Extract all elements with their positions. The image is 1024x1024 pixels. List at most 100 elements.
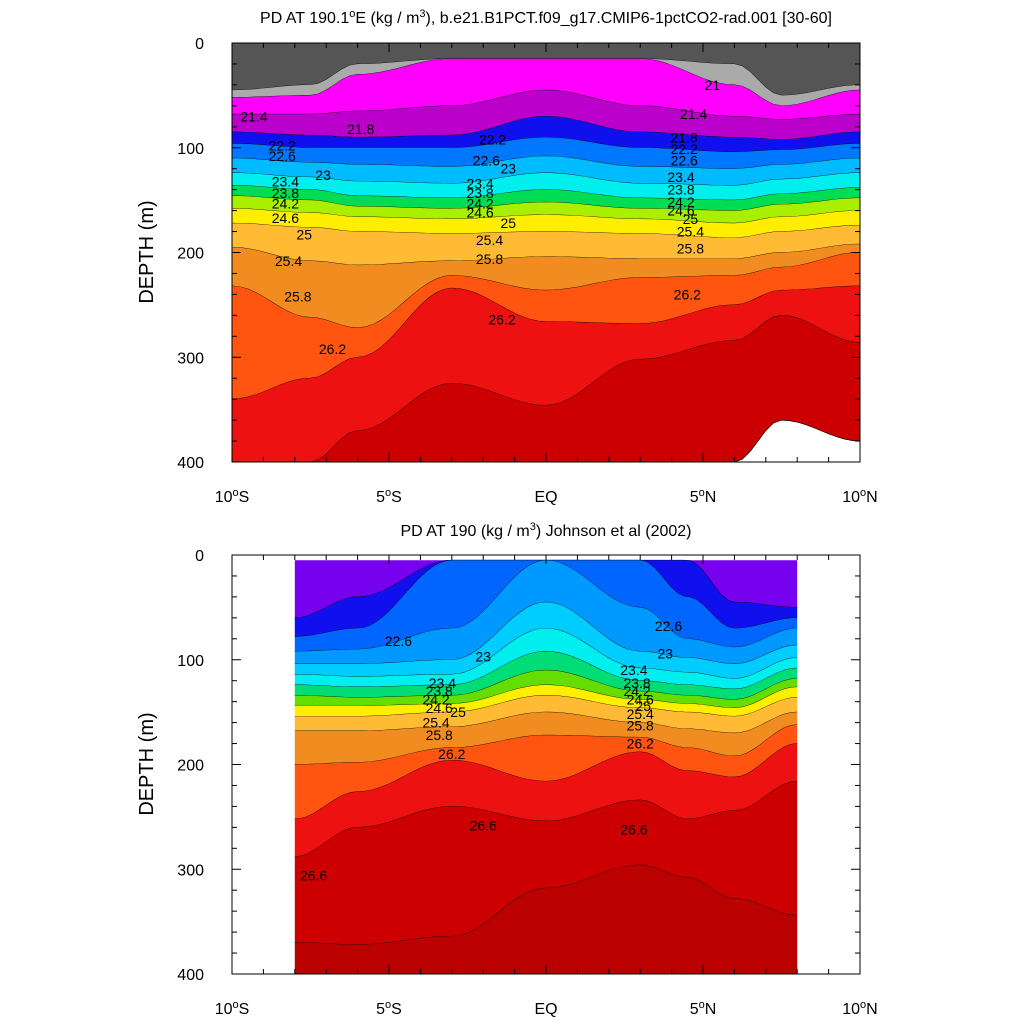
contour-label: 24.2 (667, 194, 694, 210)
contour-band-22.2 (232, 90, 860, 140)
contour-band-27 (294, 781, 798, 945)
contour-band-23.4 (232, 156, 860, 186)
contour-band-25 (294, 684, 798, 717)
contour-band-24.2 (294, 651, 798, 700)
y-tick-label: 0 (195, 548, 204, 565)
y-tick-label: 100 (177, 653, 204, 670)
panel-top: PD AT 190.1oE (kg / m3), b.e21.B1PCT.f09… (136, 8, 878, 506)
contour-label: 25.4 (677, 224, 704, 240)
y-axis-label: DEPTH (m) (136, 712, 158, 815)
y-tick-label: 300 (177, 862, 204, 879)
contour-label: 25.4 (422, 715, 449, 731)
contour-label: 21.4 (680, 106, 707, 122)
contour-label: 22.6 (671, 152, 698, 168)
contour-label: 25.8 (476, 251, 503, 267)
contour-label: 26.2 (627, 736, 654, 752)
y-tick-label: 0 (195, 36, 204, 53)
contour-band-22.6 (294, 560, 798, 652)
x-tick-label: 10oN (842, 487, 877, 506)
contour-label: 24.6 (466, 205, 493, 221)
contour-label: 23.8 (272, 185, 299, 201)
contour-label: 25 (683, 211, 699, 227)
contour-label: 26.2 (674, 286, 701, 302)
contour-band-21.8 (232, 58, 860, 120)
contour-label: 22.6 (269, 148, 296, 164)
x-tick-label: EQ (534, 489, 557, 506)
x-tick-label: 5oN (690, 487, 717, 506)
contour-band-25 (232, 208, 860, 238)
contour-label: 26.6 (470, 817, 497, 833)
contour-band-25.8 (232, 244, 860, 328)
contour-label: 25.8 (627, 718, 654, 734)
x-tick-label: 5oS (376, 487, 402, 506)
contour-label: 22.6 (655, 618, 682, 634)
contour-label: 24.2 (422, 692, 449, 708)
contour-band-27.4 (294, 865, 798, 974)
contour-band-22.6 (232, 116, 860, 152)
contour-labels: 22.622.623 2323.423.423.823.824.224.224.6… (300, 618, 682, 883)
contour-band-24.2 (232, 185, 860, 211)
contour-label: 22.2 (269, 138, 296, 154)
contour-label: 24.6 (667, 203, 694, 219)
contour-label: 23.4 (429, 675, 456, 691)
contour-label: 25 (501, 215, 517, 231)
x-tick-label: 10oS (215, 487, 250, 506)
contour-band-24.6 (232, 195, 860, 224)
contour-label: 24.2 (272, 195, 299, 211)
contour-band-23.4 (294, 602, 798, 679)
x-tick-label: 10oN (842, 999, 877, 1018)
contour-band-23.8 (294, 628, 798, 690)
contour-label: 26.2 (319, 341, 346, 357)
contour-label: 22.6 (473, 152, 500, 168)
contour-label: 21.8 (671, 129, 698, 145)
contour-label: 23 (475, 649, 491, 665)
contour-band-25.4 (232, 223, 860, 266)
chart-title: PD AT 190.1oE (kg / m3), b.e21.B1PCT.f09… (260, 8, 832, 27)
contour-label: 24.6 (426, 700, 453, 716)
contour-label: 25.8 (284, 289, 311, 305)
contour-label: 23 (658, 646, 674, 662)
contour-band-26.2 (232, 252, 860, 400)
y-axis-label: DEPTH (m) (136, 200, 158, 303)
contour-band-25.4 (294, 695, 798, 734)
contour-label: 23.4 (620, 662, 647, 678)
contour-label: 26.2 (438, 746, 465, 762)
axes: 0 100 200 300 400 10oS 5oS EQ 5oN 10oN (177, 36, 877, 506)
chart-title: PD AT 190 (kg / m3) Johnson et al (2002) (400, 521, 691, 540)
x-tick-label: 10oS (215, 999, 250, 1018)
panel-bottom: PD AT 190 (kg / m3) Johnson et al (2002)… (136, 521, 878, 1018)
contour-label: 25.8 (677, 240, 704, 256)
contour-band-23.8 (232, 172, 860, 201)
contour-label: 25.4 (275, 253, 302, 269)
y-tick-label: 300 (177, 350, 204, 367)
contour-label: 23.4 (272, 173, 299, 189)
y-tick-label: 200 (177, 758, 204, 775)
contour-band-27 (232, 315, 860, 462)
contour-label: 23.8 (623, 675, 650, 691)
contour-plot-area (294, 559, 798, 975)
contour-label: 21 (705, 77, 721, 93)
x-tick-label: 5oN (690, 999, 717, 1018)
contour-label: 23.8 (426, 683, 453, 699)
contour-band-24.6 (294, 670, 798, 708)
x-tick-label: 5oS (376, 999, 402, 1018)
y-tick-label: 400 (177, 967, 204, 984)
contour-band-21.8 (294, 560, 798, 618)
contour-label: 26.6 (620, 821, 647, 837)
x-tick-label: EQ (534, 1001, 557, 1018)
contour-label: 26.6 (300, 868, 327, 884)
contour-label: 25 (636, 698, 652, 714)
contour-label: 24.6 (627, 692, 654, 708)
contour-band-23 (294, 560, 798, 664)
contour-label: 24.2 (466, 195, 493, 211)
contour-label: 23.4 (466, 175, 493, 191)
contour-label: 25.8 (426, 727, 453, 743)
contour-label: 23 (501, 161, 517, 177)
contour-band-23 (232, 137, 860, 169)
contour-band-26.6 (232, 286, 860, 462)
contour-label: 25 (450, 704, 466, 720)
contour-label: 23.8 (667, 182, 694, 198)
axes: 0 100 200 300 400 10oS 5oS EQ 5oN 10oN (177, 548, 877, 1018)
contour-band-26.2 (294, 724, 798, 819)
